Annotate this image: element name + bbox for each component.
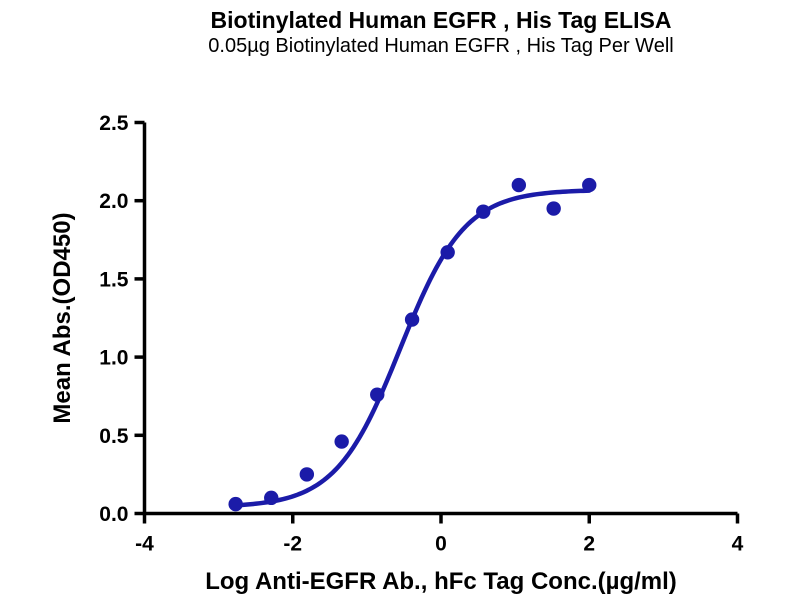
fit-curve-layer — [233, 188, 592, 508]
data-point — [440, 245, 455, 260]
fit-curve — [233, 188, 592, 508]
x-tick-label: 2 — [583, 533, 595, 556]
data-point — [370, 387, 385, 402]
chart-subtitle: 0.05µg Biotinylated Human EGFR , His Tag… — [208, 35, 674, 57]
chart-title: Biotinylated Human EGFR , His Tag ELISA — [210, 7, 672, 33]
x-tick-label: 4 — [732, 533, 744, 556]
data-point — [228, 496, 243, 512]
axis-lines — [142, 122, 738, 516]
tick-labels: 0.0 0.5 1.0 1.5 2.0 2.5 -4 -2 0 2 4 — [99, 112, 743, 556]
data-point — [264, 490, 279, 506]
y-tick-label: 0.5 — [99, 425, 129, 448]
data-point — [404, 312, 420, 327]
y-tick-label: 1.0 — [99, 347, 128, 370]
data-point — [546, 201, 561, 216]
data-points-layer — [228, 177, 597, 512]
x-tick-label: 0 — [435, 533, 447, 556]
data-point — [582, 177, 597, 193]
y-tick-label: 1.5 — [99, 268, 129, 291]
x-axis-label: Log Anti-EGFR Ab., hFc Tag Conc.(µg/ml) — [205, 568, 677, 595]
x-tick-label: -4 — [135, 533, 154, 556]
data-point — [511, 177, 527, 193]
y-tick-label: 0.0 — [99, 503, 128, 526]
y-axis-label: Mean Abs.(OD450) — [49, 212, 76, 423]
x-tick-label: -2 — [283, 533, 302, 556]
tick-marks — [134, 120, 740, 524]
data-point — [299, 467, 315, 482]
axes — [142, 122, 738, 516]
data-point — [476, 204, 491, 219]
y-tick-label: 2.0 — [99, 190, 128, 213]
y-tick-label: 2.5 — [99, 112, 129, 135]
data-point — [334, 434, 349, 449]
